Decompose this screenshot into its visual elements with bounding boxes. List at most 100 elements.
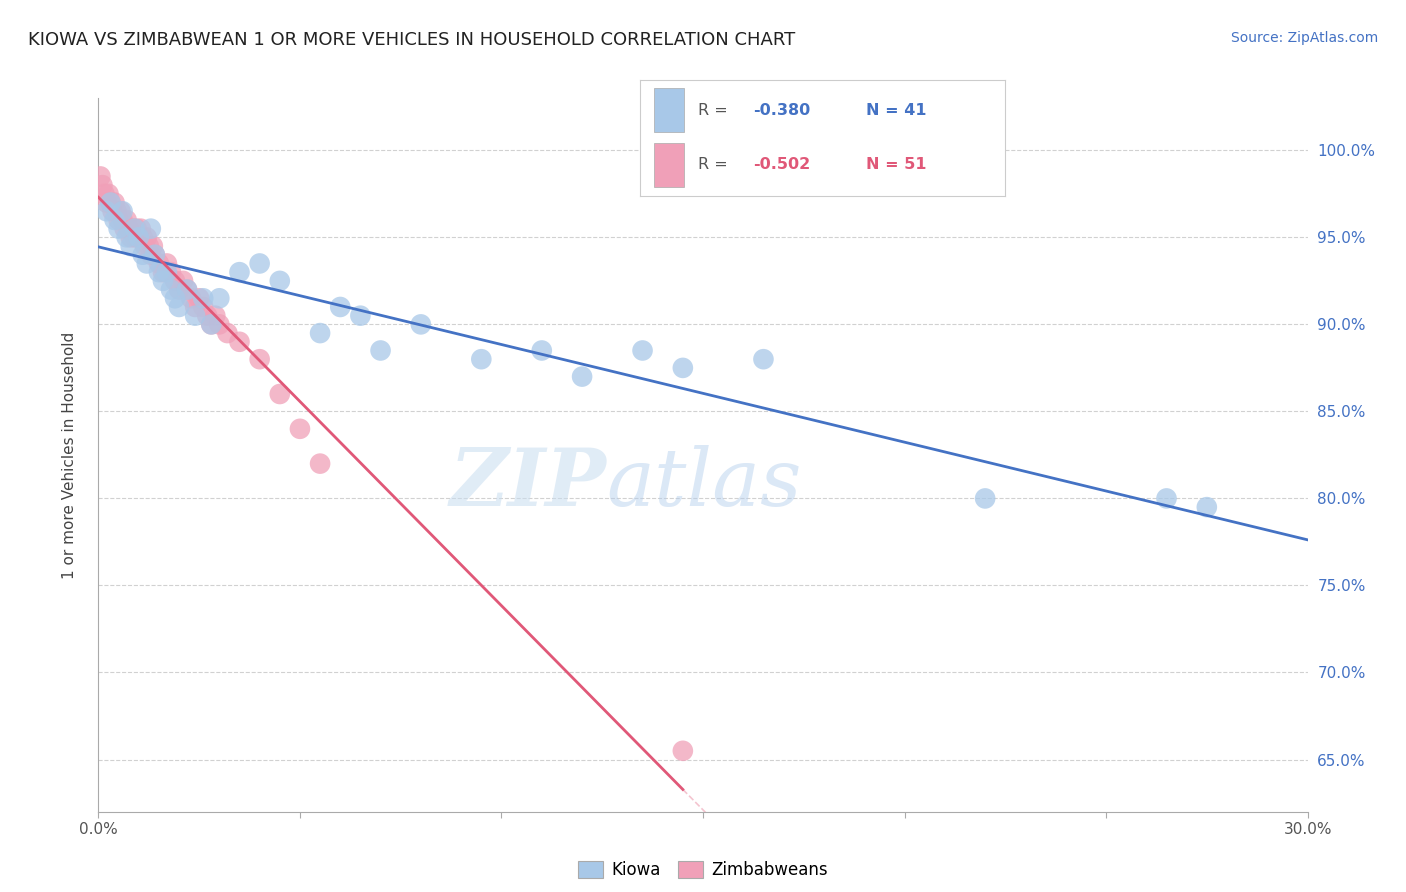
- Point: [143, 248, 166, 262]
- Point: [672, 744, 695, 758]
- Point: [176, 283, 198, 297]
- Point: [103, 213, 125, 227]
- Point: [752, 352, 775, 367]
- Point: [114, 221, 136, 235]
- Point: [160, 265, 183, 279]
- Text: atlas: atlas: [606, 445, 801, 522]
- Point: [167, 300, 190, 314]
- Point: [118, 221, 141, 235]
- Point: [96, 195, 118, 210]
- Point: [96, 204, 118, 219]
- Text: R =: R =: [699, 157, 733, 172]
- Point: [228, 334, 250, 349]
- Point: [142, 239, 165, 253]
- Point: [148, 256, 170, 270]
- Point: [120, 239, 142, 253]
- Point: [672, 360, 695, 375]
- Point: [128, 230, 150, 244]
- Point: [135, 230, 157, 244]
- FancyBboxPatch shape: [654, 88, 683, 132]
- FancyBboxPatch shape: [654, 143, 683, 187]
- Point: [93, 186, 115, 201]
- Point: [204, 309, 226, 323]
- Point: [100, 195, 122, 210]
- Point: [974, 491, 997, 506]
- Text: R =: R =: [699, 103, 733, 118]
- Point: [156, 265, 179, 279]
- Point: [1195, 500, 1218, 515]
- Point: [176, 283, 198, 297]
- Point: [470, 352, 492, 367]
- Point: [329, 300, 352, 314]
- Point: [105, 204, 128, 219]
- Point: [129, 221, 152, 235]
- Point: [249, 352, 271, 367]
- Point: [139, 221, 162, 235]
- Point: [172, 274, 194, 288]
- Point: [208, 291, 231, 305]
- Point: [530, 343, 553, 358]
- Point: [101, 204, 124, 219]
- Point: [115, 213, 138, 227]
- Text: -0.502: -0.502: [754, 157, 810, 172]
- Point: [249, 256, 271, 270]
- Text: -0.380: -0.380: [754, 103, 810, 118]
- Point: [370, 343, 392, 358]
- Point: [184, 309, 207, 323]
- Point: [132, 248, 155, 262]
- Point: [143, 248, 166, 262]
- Text: N = 51: N = 51: [866, 157, 927, 172]
- Point: [200, 318, 222, 332]
- Point: [103, 195, 125, 210]
- Point: [111, 213, 134, 227]
- Text: Source: ZipAtlas.com: Source: ZipAtlas.com: [1230, 31, 1378, 45]
- Y-axis label: 1 or more Vehicles in Household: 1 or more Vehicles in Household: [62, 331, 77, 579]
- Point: [134, 239, 156, 253]
- Point: [167, 283, 190, 297]
- Point: [180, 291, 202, 305]
- Point: [631, 343, 654, 358]
- Point: [200, 318, 222, 332]
- Point: [188, 291, 211, 305]
- Point: [148, 265, 170, 279]
- Point: [349, 309, 371, 323]
- Point: [91, 178, 114, 193]
- Point: [217, 326, 239, 340]
- Point: [309, 457, 332, 471]
- Point: [135, 256, 157, 270]
- Legend: Kiowa, Zimbabweans: Kiowa, Zimbabweans: [572, 854, 834, 886]
- Point: [89, 169, 111, 184]
- Point: [121, 221, 143, 235]
- Point: [139, 248, 162, 262]
- Point: [97, 186, 120, 201]
- Point: [195, 309, 218, 323]
- Point: [163, 291, 186, 305]
- Point: [115, 230, 138, 244]
- Point: [228, 265, 250, 279]
- Point: [100, 195, 122, 210]
- Point: [193, 291, 215, 305]
- Point: [125, 221, 148, 235]
- Text: ZIP: ZIP: [450, 445, 606, 522]
- Point: [309, 326, 332, 340]
- Point: [138, 239, 160, 253]
- Point: [110, 204, 132, 219]
- Point: [1156, 491, 1178, 506]
- Point: [160, 283, 183, 297]
- Point: [107, 213, 129, 227]
- Point: [288, 422, 311, 436]
- Point: [124, 221, 146, 235]
- Point: [152, 265, 174, 279]
- Point: [193, 300, 215, 314]
- Point: [571, 369, 593, 384]
- Point: [124, 230, 146, 244]
- Point: [184, 300, 207, 314]
- Point: [107, 221, 129, 235]
- Point: [269, 387, 291, 401]
- Text: KIOWA VS ZIMBABWEAN 1 OR MORE VEHICLES IN HOUSEHOLD CORRELATION CHART: KIOWA VS ZIMBABWEAN 1 OR MORE VEHICLES I…: [28, 31, 796, 49]
- Point: [111, 204, 134, 219]
- Point: [132, 230, 155, 244]
- Point: [409, 318, 432, 332]
- Point: [163, 274, 186, 288]
- Point: [152, 274, 174, 288]
